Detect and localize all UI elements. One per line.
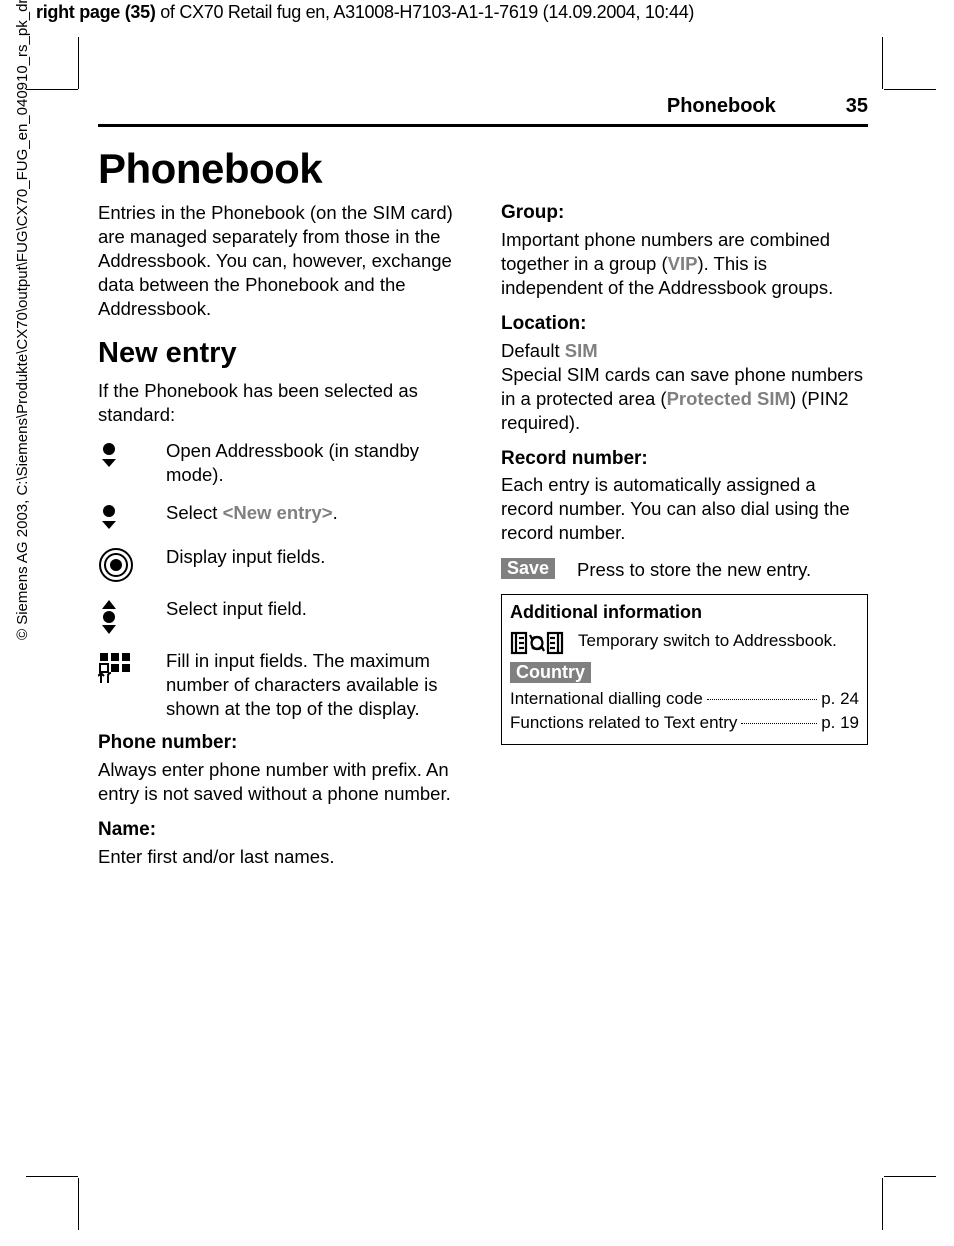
nav-down-icon: [98, 501, 162, 531]
running-head-section: Phonebook: [667, 95, 776, 118]
crop-mark: [78, 37, 79, 89]
field-location-line1: Default SIM: [501, 339, 868, 363]
new-entry-label: <New entry>: [223, 502, 333, 523]
field-record-label: Record number:: [501, 447, 868, 472]
step-text: Open Addressbook (in standby mode).: [166, 439, 465, 487]
intro-text: Entries in the Phonebook (on the SIM car…: [98, 201, 465, 321]
infobox-row-page: p. 19: [821, 712, 859, 734]
infobox-switch-text: Temporary switch to Addressbook.: [578, 630, 837, 652]
step-text: Select input field.: [166, 597, 465, 621]
page-title: Phonebook: [98, 145, 868, 193]
crop-mark: [882, 1178, 883, 1230]
leader-dots: [741, 723, 817, 724]
crop-mark: [26, 1176, 78, 1177]
crop-mark: [78, 1178, 79, 1230]
field-group-label: Group:: [501, 201, 868, 226]
crop-mark: [884, 89, 936, 90]
infobox-row-dialling: International dialling code p. 24: [510, 688, 859, 710]
save-softkey: Save: [501, 558, 555, 579]
running-head-page: 35: [846, 95, 868, 118]
additional-info-box: Additional information: [501, 594, 868, 746]
new-entry-intro: If the Phonebook has been selected as st…: [98, 379, 465, 427]
page-meta-right-page: right page (35): [36, 2, 156, 22]
field-record-body: Each entry is automatically assigned a r…: [501, 473, 868, 545]
country-softkey: Country: [510, 662, 591, 683]
columns: Entries in the Phonebook (on the SIM car…: [98, 201, 868, 881]
steps-list: Open Addressbook (in standby mode). Sele…: [98, 439, 465, 721]
vip-label: VIP: [668, 253, 698, 274]
running-head: Phonebook 35: [98, 95, 868, 127]
field-name-body: Enter first and/or last names.: [98, 845, 465, 869]
field-phone-number-body: Always enter phone number with prefix. A…: [98, 758, 465, 806]
column-left: Entries in the Phonebook (on the SIM car…: [98, 201, 465, 881]
step-text: Select <New entry>.: [166, 501, 465, 525]
page-meta-header: right page (35) of CX70 Retail fug en, A…: [36, 2, 694, 23]
side-text-left: © Siemens AG 2003, C:\Siemens\Produkte\C…: [14, 0, 31, 640]
nav-updown-icon: [98, 597, 162, 635]
save-row: Save Press to store the new entry.: [501, 558, 868, 582]
leader-dots: [707, 699, 817, 700]
crop-mark: [26, 89, 78, 90]
section-new-entry: New entry: [98, 335, 465, 373]
infobox-row-page: p. 24: [821, 688, 859, 710]
crop-mark: [882, 37, 883, 89]
column-right: Group: Important phone numbers are com­b…: [501, 201, 868, 881]
infobox-row-label: International dialling code: [510, 688, 703, 710]
save-text: Press to store the new entry.: [577, 558, 811, 582]
protected-sim-label: Protected SIM: [667, 388, 790, 409]
field-location-label: Location:: [501, 312, 868, 337]
infobox-row-label: Functions related to Text entry: [510, 712, 737, 734]
switch-book-icon: [510, 630, 564, 656]
center-key-icon: [98, 545, 162, 583]
field-group-body: Important phone numbers are com­bined to…: [501, 228, 868, 300]
sim-label: SIM: [565, 340, 598, 361]
nav-down-icon: [98, 439, 162, 469]
keypad-icon: [98, 649, 162, 685]
page-content: Phonebook 35 Phonebook Entries in the Ph…: [98, 95, 868, 881]
infobox-title: Additional information: [510, 601, 859, 624]
field-name-label: Name:: [98, 818, 465, 843]
infobox-switch-row: Temporary switch to Addressbook.: [510, 630, 859, 656]
field-phone-number-label: Phone number:: [98, 731, 465, 756]
crop-mark: [884, 1176, 936, 1177]
field-location-body: Special SIM cards can save phone numbers…: [501, 363, 868, 435]
side-text-right: VAR Language: en; VAR issue date: 040728: [923, 0, 940, 30]
step-text: Display input fields.: [166, 545, 465, 569]
infobox-row-textentry: Functions related to Text entry p. 19: [510, 712, 859, 734]
step-text: Fill in input fields. The maximum number…: [166, 649, 465, 721]
page-meta-rest: of CX70 Retail fug en, A31008-H7103-A1-1…: [156, 2, 695, 22]
